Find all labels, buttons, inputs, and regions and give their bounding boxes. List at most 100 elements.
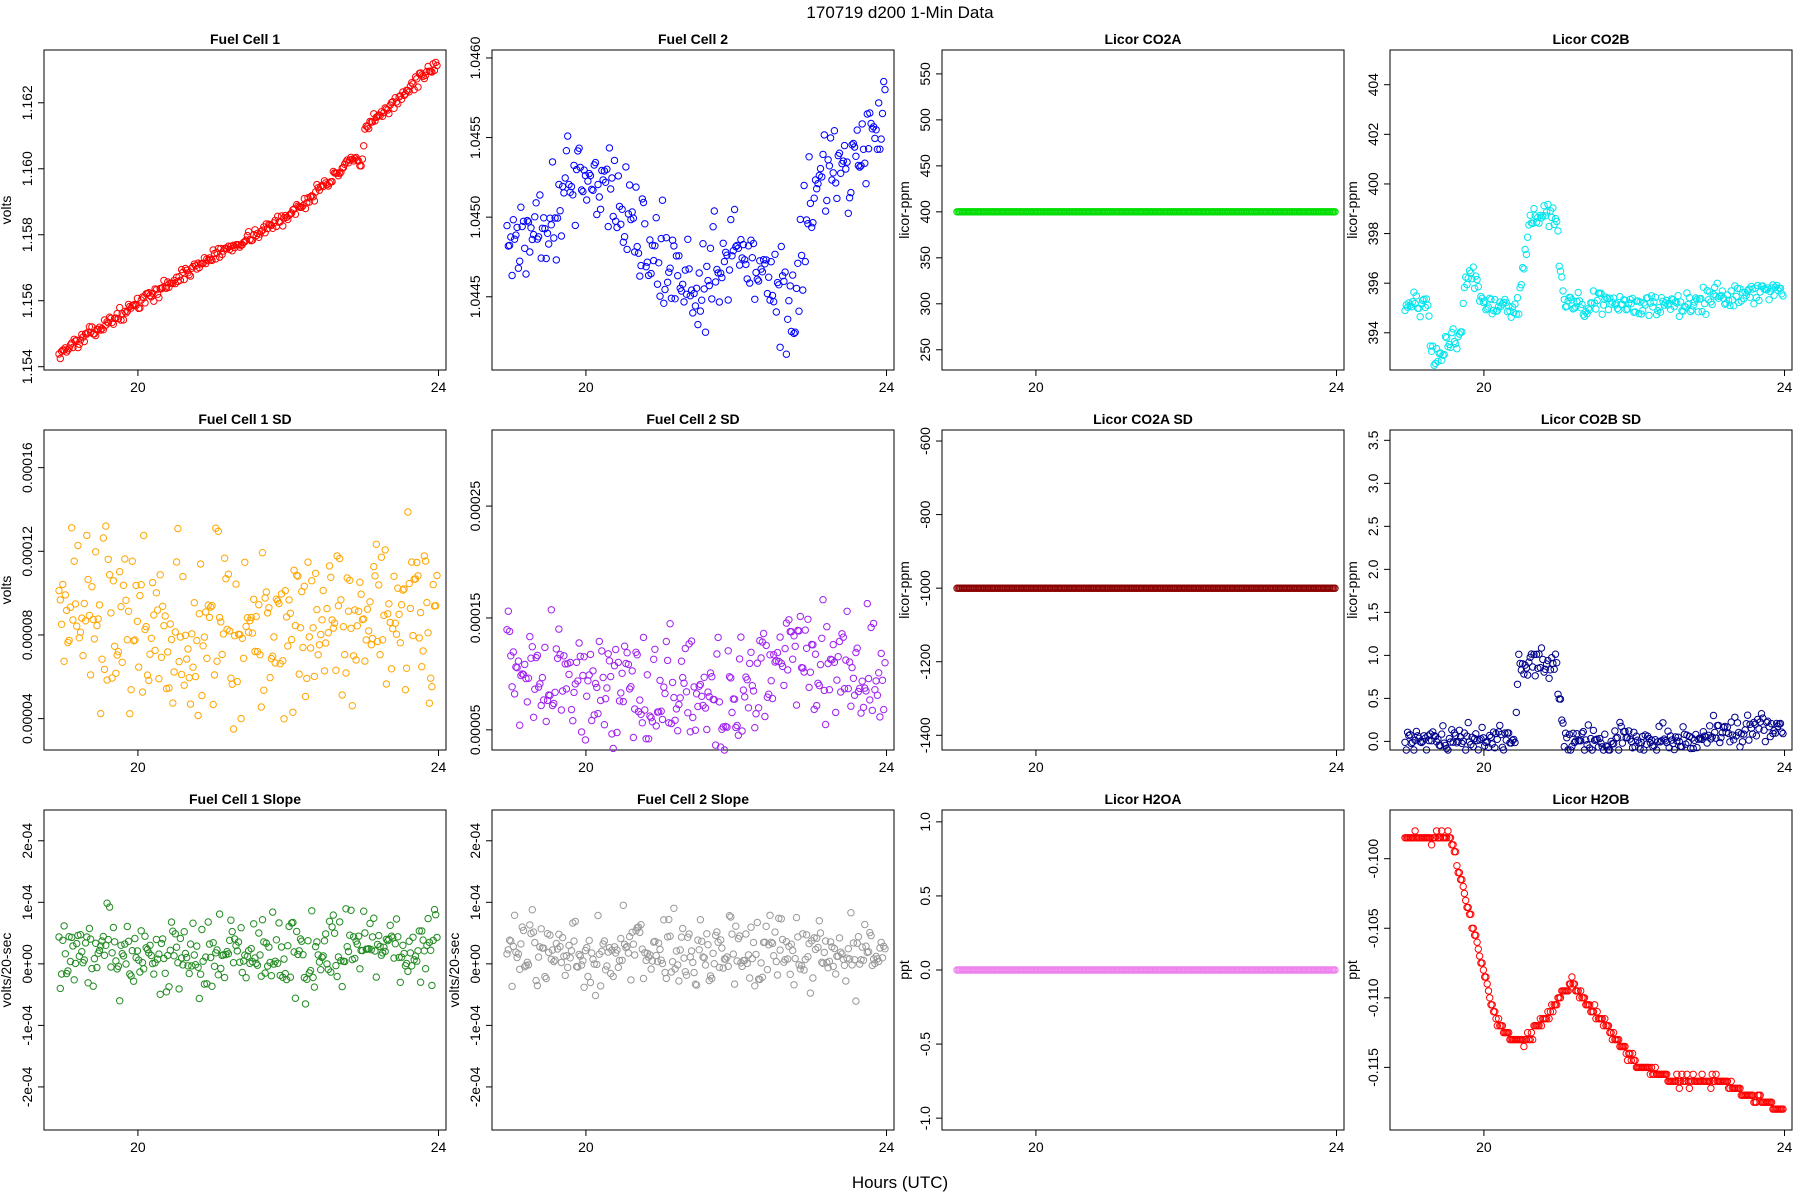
data-point [373, 637, 382, 646]
data-point [629, 733, 638, 742]
data-point [543, 229, 552, 238]
data-point [380, 943, 388, 951]
data-point [122, 596, 130, 604]
data-point [409, 933, 417, 941]
data-point [564, 132, 572, 140]
data-point [565, 670, 573, 679]
data-point [878, 954, 887, 962]
data-point [631, 705, 639, 713]
data-point [752, 950, 760, 959]
x-tick-label: 24 [1777, 379, 1793, 395]
data-point [328, 177, 336, 186]
data-point [574, 677, 582, 685]
data-point [1598, 743, 1606, 751]
data-point [95, 601, 104, 609]
series-points [503, 596, 889, 754]
data-point [1531, 672, 1539, 680]
data-point [604, 948, 612, 956]
data-point [801, 626, 809, 634]
data-point [637, 261, 645, 270]
data-point [1572, 303, 1580, 311]
data-point [717, 936, 725, 944]
data-point [1728, 296, 1737, 304]
data-point [1706, 288, 1714, 296]
data-point [336, 918, 344, 926]
data-point [94, 615, 102, 623]
data-point [771, 250, 779, 259]
data-point [713, 265, 721, 274]
data-point [1493, 307, 1502, 315]
plot-frame [941, 49, 1345, 371]
data-point [1602, 742, 1610, 750]
data-point [262, 588, 270, 596]
data-point [1454, 737, 1462, 746]
data-point [620, 233, 629, 241]
data-point [146, 941, 154, 949]
data-point [59, 580, 67, 589]
data-point [558, 933, 567, 942]
data-point [432, 602, 440, 610]
data-point [59, 936, 67, 944]
data-point [781, 268, 789, 276]
data-point [1482, 973, 1490, 981]
data-point [1613, 304, 1622, 313]
data-point [680, 954, 688, 962]
data-point [639, 633, 648, 642]
data-point [1585, 1001, 1594, 1009]
data-point [825, 686, 834, 694]
data-point [322, 639, 330, 647]
data-point [521, 244, 529, 253]
data-point [840, 685, 849, 693]
data-point [751, 982, 759, 990]
data-point [762, 922, 770, 930]
data-point [180, 275, 188, 284]
data-point [527, 224, 535, 232]
data-point [70, 976, 78, 984]
series-points [953, 208, 1339, 216]
data-point [1598, 310, 1606, 318]
data-point [319, 952, 327, 960]
data-point [384, 610, 392, 618]
data-point [138, 688, 147, 696]
data-point [794, 259, 802, 267]
data-point [244, 628, 253, 636]
data-point [753, 918, 761, 927]
data-point [189, 919, 197, 927]
data-point [1483, 980, 1491, 988]
data-point [634, 923, 643, 931]
data-point [1494, 302, 1503, 311]
data-point [722, 955, 730, 963]
data-point [167, 918, 176, 926]
data-point [74, 541, 82, 550]
data-point [725, 266, 734, 274]
series-points [55, 899, 441, 1008]
data-point [818, 958, 826, 966]
data-point [791, 328, 799, 336]
data-point [1568, 296, 1576, 304]
data-point [811, 945, 820, 954]
data-point [637, 921, 645, 929]
data-point [610, 156, 619, 165]
data-point [152, 286, 161, 294]
data-point [1756, 1091, 1764, 1099]
data-point [209, 939, 217, 947]
data-point [160, 622, 168, 630]
data-point [557, 958, 566, 967]
data-point [361, 929, 369, 937]
y-axis-label: ppt [1344, 960, 1360, 980]
data-point [394, 100, 402, 108]
data-point [685, 930, 693, 938]
data-point [644, 735, 653, 743]
data-point [66, 603, 75, 611]
data-point [623, 649, 631, 657]
data-point [419, 647, 427, 655]
data-point [323, 960, 331, 968]
x-tick-label: 20 [578, 759, 594, 775]
data-point [1431, 834, 1440, 842]
data-point [522, 674, 530, 683]
data-point [766, 911, 774, 919]
data-point [159, 602, 167, 610]
data-point [188, 962, 196, 970]
data-point [786, 970, 794, 978]
y-axis-label: licor-ppm [896, 561, 912, 619]
